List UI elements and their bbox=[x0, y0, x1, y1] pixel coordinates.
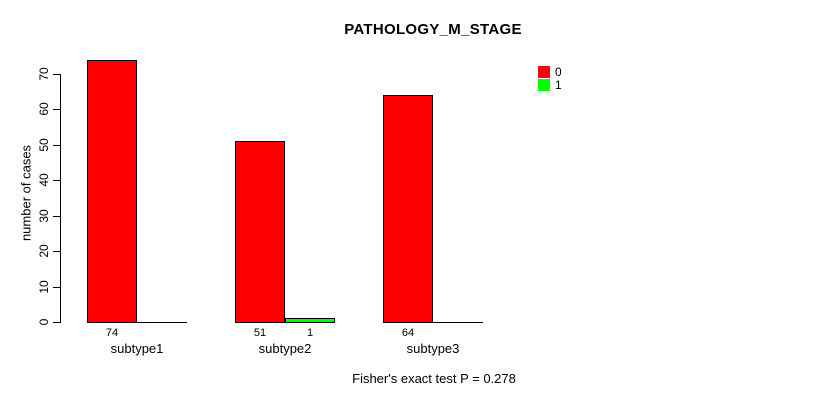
y-tick-label: 0 bbox=[37, 318, 51, 326]
x-category-label: subtype3 bbox=[406, 341, 460, 356]
y-tick bbox=[53, 251, 60, 253]
y-axis-line bbox=[60, 74, 61, 323]
y-tick-label: 40 bbox=[37, 173, 51, 187]
y-tick bbox=[53, 144, 60, 146]
y-tick bbox=[53, 322, 60, 323]
y-tick bbox=[53, 109, 60, 111]
y-tick-label: 70 bbox=[37, 67, 51, 81]
y-tick bbox=[53, 286, 60, 288]
chart-title: PATHOLOGY_M_STAGE bbox=[344, 21, 522, 38]
group-baseline bbox=[87, 322, 187, 323]
bar-count-label: 1 bbox=[306, 327, 314, 339]
x-category-label: subtype2 bbox=[258, 341, 312, 356]
group-baseline bbox=[383, 322, 483, 323]
bar-subtype2-1 bbox=[285, 318, 335, 323]
bar-count-label: 64 bbox=[401, 327, 415, 339]
y-tick bbox=[53, 74, 60, 75]
y-tick bbox=[53, 180, 60, 182]
y-tick-label: 30 bbox=[37, 209, 51, 223]
y-tick-label: 20 bbox=[37, 244, 51, 258]
x-category-label: subtype1 bbox=[110, 341, 164, 356]
y-tick-label: 10 bbox=[37, 279, 51, 294]
legend-label-0: 0 bbox=[555, 64, 562, 79]
bar-count-label: 74 bbox=[105, 327, 119, 339]
bar-subtype1-0 bbox=[87, 60, 137, 323]
y-tick-label: 60 bbox=[37, 102, 51, 117]
legend-swatch-green bbox=[538, 78, 550, 91]
stat-test-caption: Fisher's exact test P = 0.278 bbox=[352, 371, 516, 386]
legend-item-1: 1 bbox=[538, 77, 562, 92]
legend-swatch-red bbox=[538, 65, 550, 78]
bar-subtype2-0 bbox=[235, 141, 285, 323]
legend-label-1: 1 bbox=[555, 77, 562, 92]
legend-item-0: 0 bbox=[538, 64, 562, 79]
bar-count-label: 51 bbox=[253, 327, 267, 339]
bar-subtype3-0 bbox=[383, 95, 433, 323]
y-axis-label: number of cases bbox=[18, 144, 34, 242]
y-tick-label: 50 bbox=[37, 138, 51, 152]
legend: 0 1 bbox=[538, 64, 562, 92]
y-tick bbox=[53, 215, 60, 217]
